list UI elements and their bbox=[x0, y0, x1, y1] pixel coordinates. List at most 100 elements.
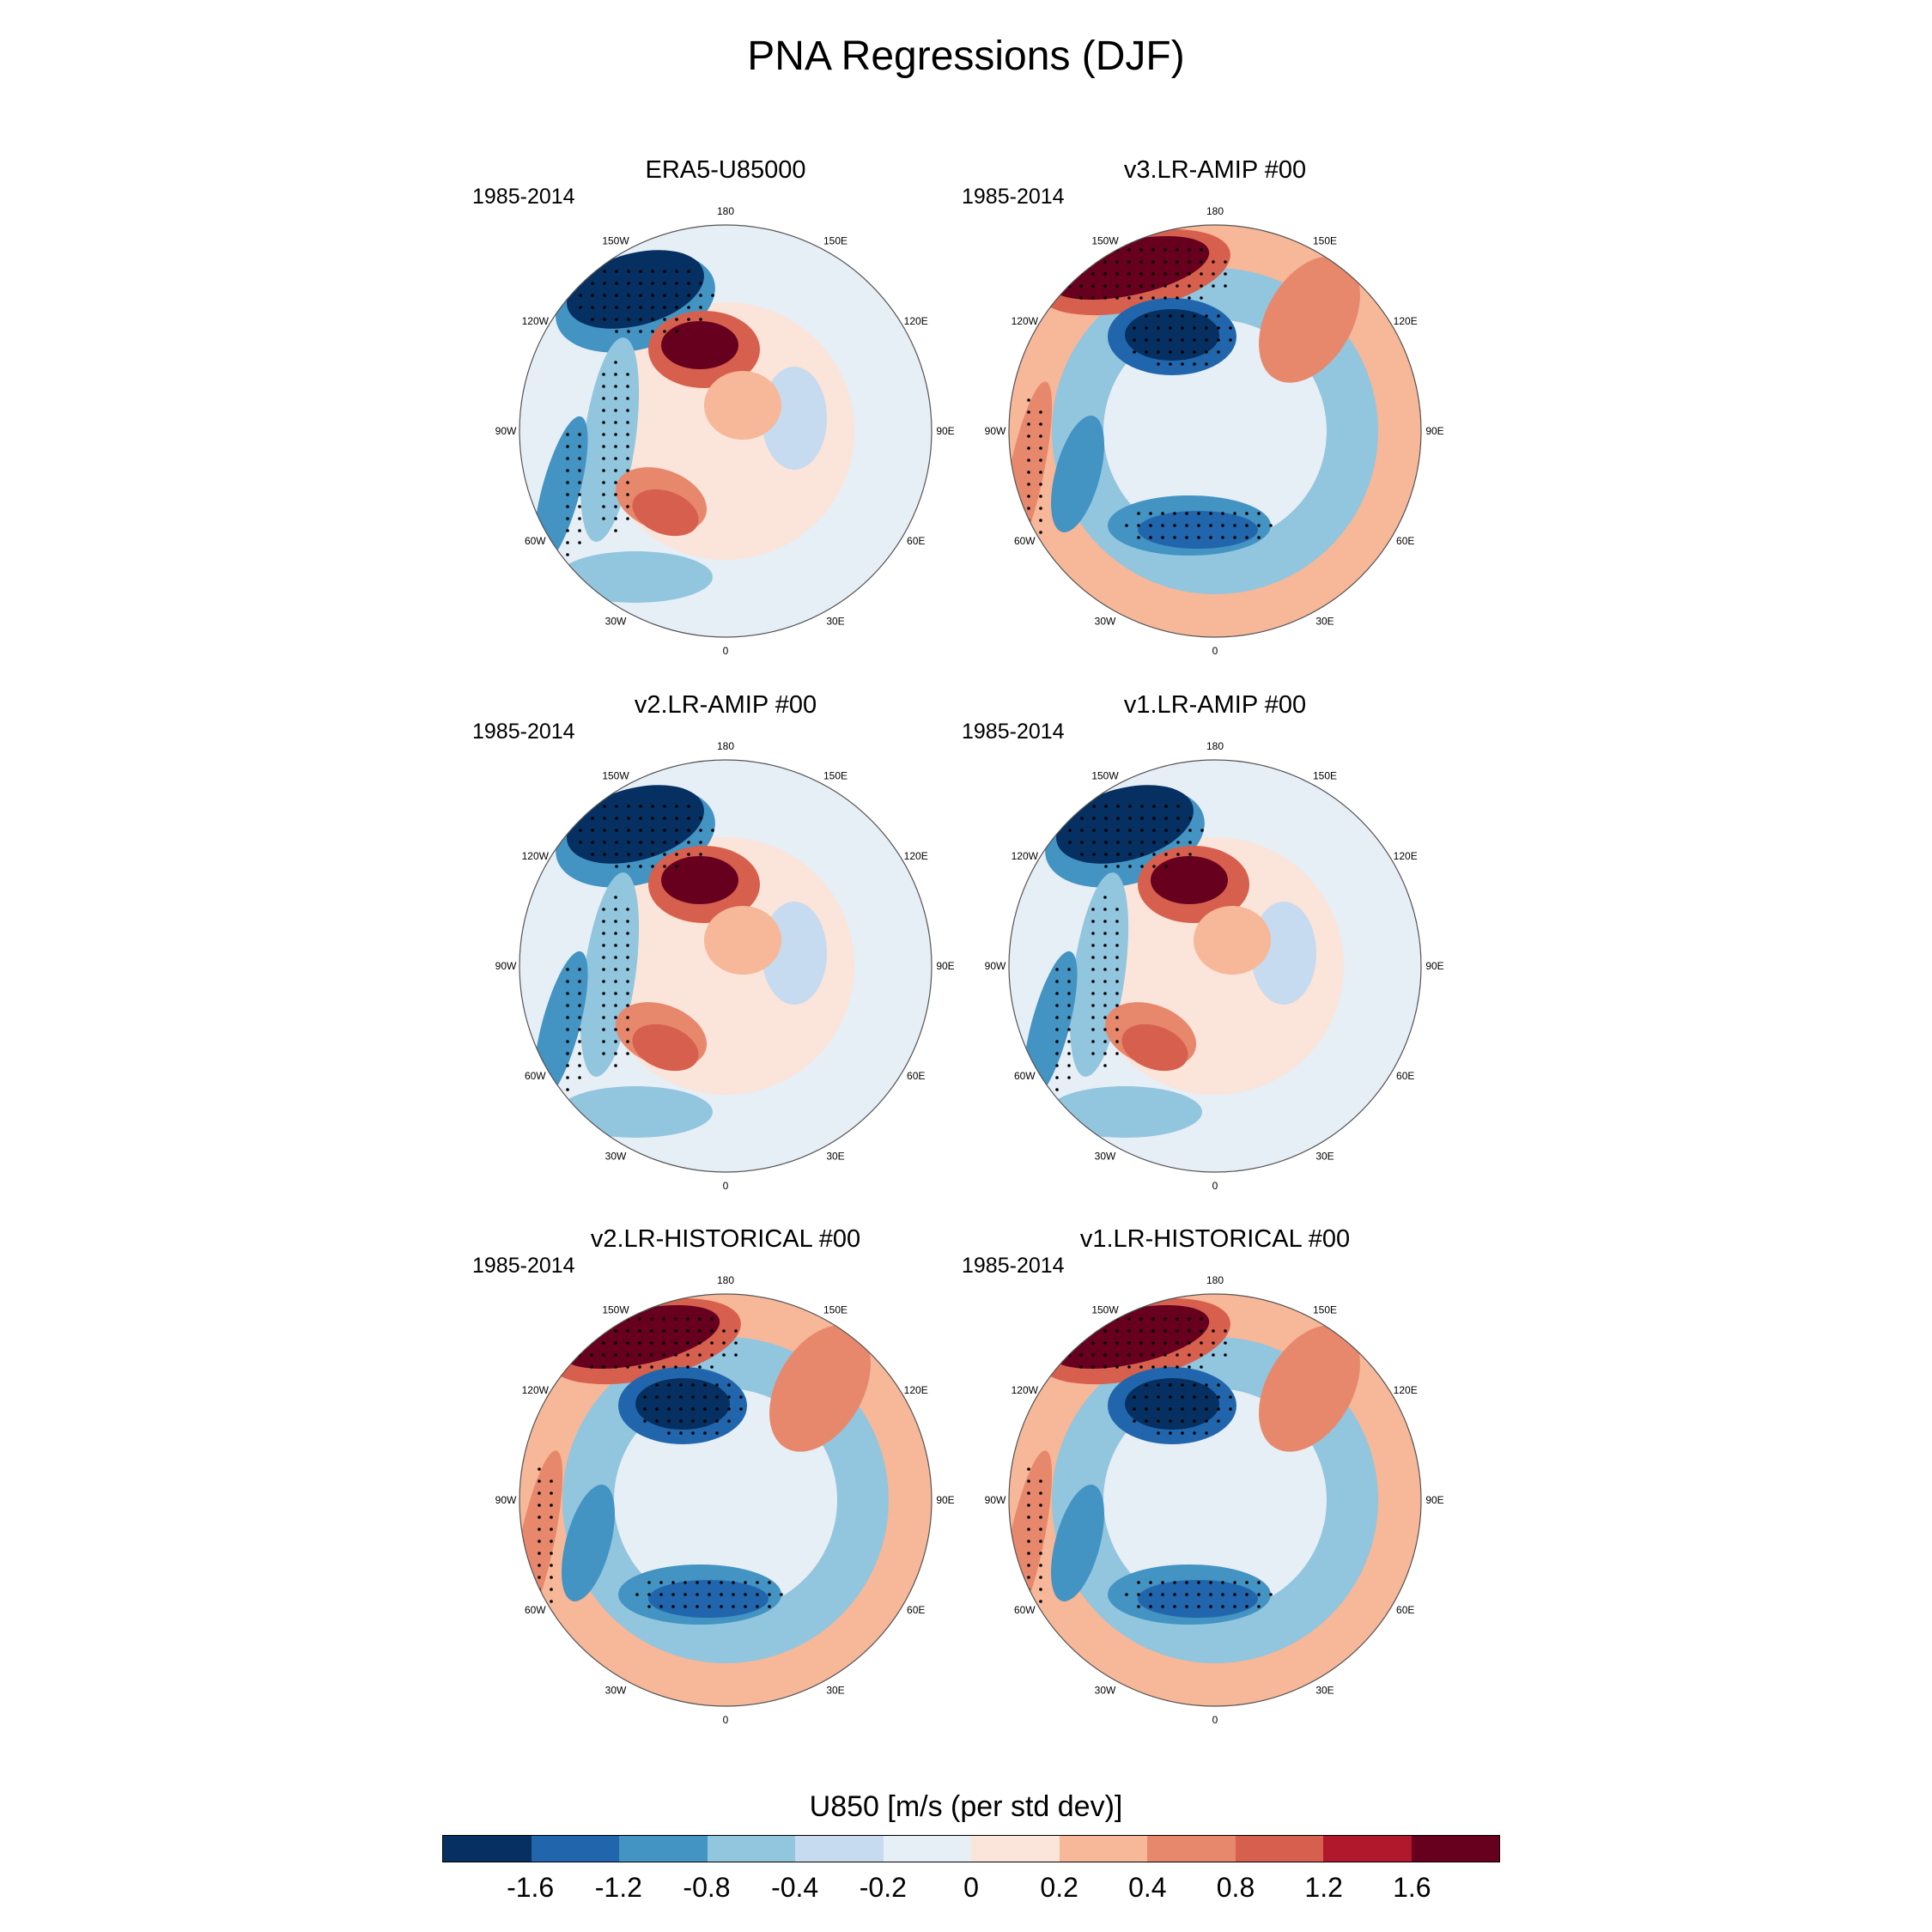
contour-region bbox=[704, 906, 781, 975]
colorbar-box bbox=[1235, 1836, 1323, 1862]
longitude-label: 60E bbox=[907, 1604, 925, 1616]
longitude-label: 120E bbox=[1394, 1384, 1418, 1396]
longitude-label: 0 bbox=[723, 1180, 729, 1192]
longitude-label: 180 bbox=[1206, 740, 1224, 752]
map-panel: ERA5-U85000 1985-2014 180 150E 120E 90E 60E 30E… bbox=[472, 156, 966, 671]
colorbar-tick-label: 0.2 bbox=[1040, 1872, 1078, 1903]
colorbar-tick-label: 0.4 bbox=[1128, 1872, 1167, 1903]
contour-region bbox=[533, 416, 588, 567]
contour-region bbox=[632, 1024, 699, 1072]
longitude-label: 120E bbox=[1394, 315, 1418, 327]
contour-region bbox=[769, 1325, 871, 1452]
map-panel: v1.LR-AMIP #00 1985-2014 180 150E 120E 90E 60E… bbox=[962, 691, 1455, 1206]
longitude-label: 150E bbox=[823, 1303, 848, 1315]
longitude-label: 180 bbox=[1206, 1274, 1224, 1286]
longitude-label: 60W bbox=[525, 535, 546, 547]
colorbar-box bbox=[795, 1836, 884, 1862]
longitude-label: 150E bbox=[1313, 769, 1337, 781]
contour-region bbox=[632, 489, 699, 537]
polar-map: 180 150E 120E 90E 60E 30E 0 30W 60W 90W 120W 150W bbox=[495, 205, 955, 657]
map-boundary bbox=[519, 759, 933, 1173]
colorbar-tick-label: -0.4 bbox=[771, 1872, 819, 1903]
longitude-label: 150E bbox=[1313, 234, 1337, 246]
longitude-label: 90W bbox=[985, 960, 1006, 972]
polar-map: 180 150E 120E 90E 60E 30E 0 30W 60W 90W 120W 150W bbox=[985, 1274, 1444, 1726]
longitude-label: 150E bbox=[823, 769, 848, 781]
longitude-label: 0 bbox=[723, 1714, 729, 1726]
longitude-label: 30E bbox=[826, 1151, 844, 1163]
longitude-label: 150W bbox=[602, 234, 629, 246]
map-panel: v3.LR-AMIP #00 1985-2014 180 150E 120E 90E 60E… bbox=[962, 156, 1455, 671]
contour-region bbox=[704, 371, 781, 440]
colorbar-tick-label: -1.6 bbox=[507, 1872, 555, 1903]
chart-title: PNA Regressions (DJF) bbox=[747, 33, 1185, 79]
longitude-label: 150E bbox=[823, 234, 848, 246]
longitude-label: 150E bbox=[1313, 1303, 1337, 1315]
longitude-label: 150W bbox=[1091, 234, 1119, 246]
longitude-label: 60E bbox=[1396, 1070, 1414, 1082]
longitude-label: 60W bbox=[1014, 1070, 1036, 1082]
colorbar-box bbox=[1059, 1836, 1147, 1862]
contour-region bbox=[1056, 785, 1194, 864]
contour-region bbox=[1048, 1086, 1202, 1138]
significance-stippling bbox=[538, 1317, 783, 1627]
colorbar-tick-label: -0.8 bbox=[683, 1872, 731, 1903]
longitude-label: 120E bbox=[904, 315, 928, 327]
longitude-label: 180 bbox=[1206, 205, 1224, 217]
map-boundary bbox=[1008, 224, 1422, 638]
longitude-label: 120W bbox=[522, 315, 550, 327]
polar-map: 180 150E 120E 90E 60E 30E 0 30W 60W 90W 120W 150W bbox=[985, 740, 1444, 1192]
colorbar-labels: -1.6 -1.2 -0.8 -0.4 -0.2 0 0.2 0.4 0.8 1.2 1.6 bbox=[442, 1872, 1500, 1906]
longitude-label: 60E bbox=[1396, 1604, 1414, 1616]
contour-region bbox=[562, 1485, 615, 1601]
map-boundary bbox=[1008, 1293, 1422, 1707]
longitude-label: 0 bbox=[1212, 645, 1218, 657]
contour-region bbox=[1138, 1580, 1258, 1618]
longitude-label: 30W bbox=[1095, 1685, 1116, 1697]
colorbar-box bbox=[1411, 1836, 1499, 1862]
contour-region bbox=[1023, 951, 1078, 1102]
longitude-label: 90E bbox=[1425, 960, 1443, 972]
colorbar bbox=[442, 1835, 1500, 1862]
colorbar-box bbox=[619, 1836, 708, 1862]
colorbar-box bbox=[1323, 1836, 1412, 1862]
longitude-label: 90E bbox=[936, 425, 954, 437]
longitude-label: 120E bbox=[904, 1384, 928, 1396]
colorbar-box bbox=[707, 1836, 795, 1862]
significance-stippling bbox=[1055, 805, 1204, 1091]
contour-region bbox=[648, 1580, 769, 1618]
map-panel: v2.LR-HISTORICAL #00 1985-2014 180 150E 120E… bbox=[472, 1225, 966, 1741]
panel-title: v2.LR-AMIP #00 bbox=[634, 691, 817, 719]
contour-region bbox=[1051, 1485, 1104, 1601]
panel-period: 1985-2014 bbox=[472, 185, 575, 209]
longitude-label: 180 bbox=[717, 1274, 734, 1286]
colorbar-title: U850 [m/s (per std dev)] bbox=[809, 1790, 1123, 1823]
longitude-label: 90W bbox=[495, 1494, 517, 1506]
longitude-label: 30E bbox=[826, 616, 844, 628]
colorbar-box bbox=[531, 1836, 619, 1862]
polar-map: 180 150E 120E 90E 60E 30E 0 30W 60W 90W 120W 150W bbox=[985, 205, 1444, 657]
map-boundary bbox=[519, 1293, 933, 1707]
polar-map: 180 150E 120E 90E 60E 30E 0 30W 60W 90W 120W 150W bbox=[495, 740, 955, 1192]
longitude-label: 90E bbox=[936, 960, 954, 972]
colorbar-tick-label: 0.8 bbox=[1216, 1872, 1255, 1903]
longitude-label: 60W bbox=[525, 1604, 546, 1616]
longitude-label: 150W bbox=[602, 1303, 629, 1315]
contour-region bbox=[533, 951, 588, 1102]
map-panel: v2.LR-AMIP #00 1985-2014 180 150E 120E 90E 60E… bbox=[472, 691, 966, 1206]
panel-period: 1985-2014 bbox=[472, 720, 575, 744]
longitude-label: 120W bbox=[1012, 315, 1039, 327]
longitude-label: 180 bbox=[717, 740, 734, 752]
map-panel: v1.LR-HISTORICAL #00 1985-2014 180 150E 120E… bbox=[962, 1225, 1455, 1741]
longitude-label: 30W bbox=[605, 616, 627, 628]
longitude-label: 60W bbox=[525, 1070, 546, 1082]
significance-stippling bbox=[566, 805, 714, 1091]
contour-region bbox=[1051, 416, 1104, 532]
longitude-label: 60W bbox=[1014, 535, 1036, 547]
longitude-label: 90E bbox=[1425, 425, 1443, 437]
contour-region bbox=[1151, 856, 1228, 904]
significance-stippling bbox=[566, 270, 714, 556]
longitude-label: 90W bbox=[495, 960, 517, 972]
panel-title: v1.LR-AMIP #00 bbox=[1123, 691, 1307, 719]
longitude-label: 90W bbox=[985, 1494, 1006, 1506]
